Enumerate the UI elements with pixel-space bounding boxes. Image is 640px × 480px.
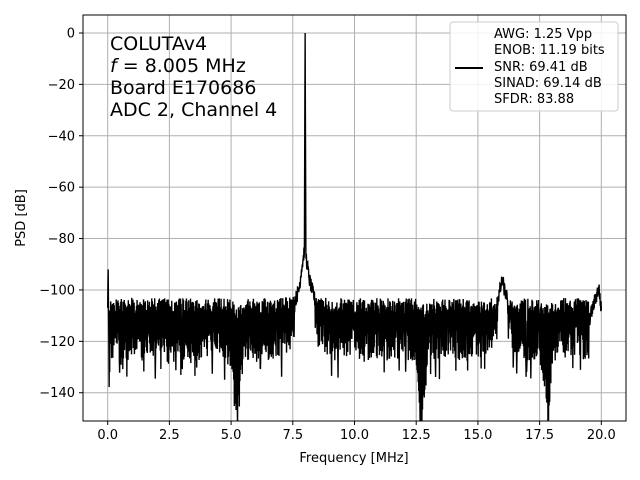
- y-tick-label: −20: [48, 78, 75, 93]
- legend-line-2: ENOB: 11.19 bits: [494, 43, 605, 58]
- x-tick-label: 12.5: [402, 428, 431, 443]
- x-axis-ticks: 0.0 2.5 5.0 7.5 10.0 12.5 15.0 17.5 20.0: [97, 421, 616, 443]
- x-tick-label: 15.0: [463, 428, 492, 443]
- x-axis-label: Frequency [MHz]: [299, 451, 408, 466]
- annotation-line-3: Board E170686: [110, 77, 256, 99]
- annotation-line-2-rest: = 8.005 MHz: [117, 55, 246, 77]
- series-group: [106, 32, 603, 421]
- y-tick-label: −140: [39, 386, 75, 401]
- annotation-line-2-italic: f: [110, 55, 120, 77]
- x-tick-label: 0.0: [97, 428, 118, 443]
- x-tick-label: 20.0: [587, 428, 616, 443]
- annotation-line-4: ADC 2, Channel 4: [110, 99, 277, 121]
- legend-line-5: SFDR: 83.88: [494, 92, 574, 107]
- y-tick-label: −120: [39, 335, 75, 350]
- y-axis-ticks: 0 −20 −40 −60 −80 −100 −120 −140: [39, 26, 83, 401]
- legend-line-3: SNR: 69.41 dB: [494, 60, 588, 75]
- x-tick-label: 17.5: [525, 428, 554, 443]
- plot-frame: [82, 14, 627, 422]
- y-tick-label: −80: [48, 232, 75, 247]
- legend-box: [449, 21, 619, 112]
- y-tick-label: −60: [48, 181, 75, 196]
- y-axis-label: PSD [dB]: [14, 189, 29, 247]
- x-tick-label: 10.0: [340, 428, 369, 443]
- psd-series-line: [106, 32, 603, 421]
- legend-line-4: SINAD: 69.14 dB: [494, 76, 602, 91]
- legend-line-1: AWG: 1.25 Vpp: [494, 27, 592, 42]
- annotation-line-1: COLUTAv4: [110, 33, 207, 55]
- x-tick-label: 7.5: [282, 428, 303, 443]
- y-tick-label: −100: [39, 283, 75, 298]
- y-tick-label: 0: [67, 26, 75, 41]
- x-tick-label: 2.5: [159, 428, 180, 443]
- y-tick-label: −40: [48, 129, 75, 144]
- legend: AWG: 1.25 Vpp ENOB: 11.19 bits SNR: 69.4…: [449, 21, 619, 112]
- annotation-line-2: f = 8.005 MHz: [110, 55, 246, 77]
- x-tick-label: 5.0: [221, 428, 242, 443]
